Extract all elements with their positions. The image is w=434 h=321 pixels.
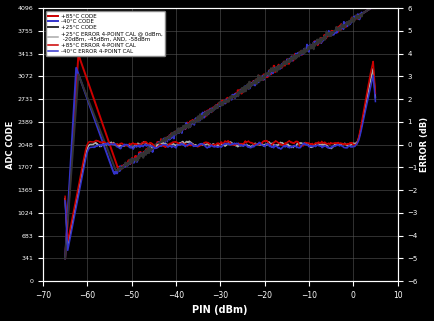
+85°C CODE xyxy=(62,256,68,260)
+25°C ERROR 4-POINT CAL @ 0dBm,
  -20dBm, -45dBm, AND, -58dBm xyxy=(62,197,68,201)
+25°C ERROR 4-POINT CAL @ 0dBm,
  -20dBm, -45dBm, AND, -58dBm xyxy=(266,140,271,144)
+25°C ERROR 4-POINT CAL @ 0dBm,
  -20dBm, -45dBm, AND, -58dBm xyxy=(304,142,309,146)
-40°C CODE xyxy=(342,22,347,25)
+85°C ERROR 4-POINT CAL xyxy=(370,59,375,63)
-40°C ERROR 4-POINT CAL xyxy=(65,248,70,252)
Line: +85°C CODE: +85°C CODE xyxy=(65,8,375,258)
+25°C CODE xyxy=(342,26,347,30)
Line: +85°C ERROR 4-POINT CAL: +85°C ERROR 4-POINT CAL xyxy=(65,61,375,241)
+25°C CODE xyxy=(372,6,377,10)
Line: -40°C ERROR 4-POINT CAL: -40°C ERROR 4-POINT CAL xyxy=(65,75,375,250)
-40°C CODE xyxy=(372,6,377,10)
Line: +25°C ERROR 4-POINT CAL @ 0dBm,
  -20dBm, -45dBm, AND, -58dBm: +25°C ERROR 4-POINT CAL @ 0dBm, -20dBm, … xyxy=(65,68,375,246)
-40°C CODE xyxy=(138,151,143,155)
+85°C ERROR 4-POINT CAL xyxy=(62,195,68,198)
-40°C CODE xyxy=(150,150,155,154)
+85°C CODE xyxy=(372,6,377,10)
-40°C CODE xyxy=(303,46,309,50)
+25°C ERROR 4-POINT CAL @ 0dBm,
  -20dBm, -45dBm, AND, -58dBm xyxy=(372,96,377,100)
+85°C ERROR 4-POINT CAL xyxy=(342,142,347,146)
+25°C ERROR 4-POINT CAL @ 0dBm,
  -20dBm, -45dBm, AND, -58dBm xyxy=(150,145,155,149)
Legend: +85°C CODE, -40°C CODE, +25°C CODE, +25°C ERROR 4-POINT CAL @ 0dBm,
 -20dBm, -45: +85°C CODE, -40°C CODE, +25°C CODE, +25°… xyxy=(46,11,165,56)
-40°C ERROR 4-POINT CAL xyxy=(138,144,144,148)
+85°C CODE xyxy=(368,6,373,10)
-40°C ERROR 4-POINT CAL xyxy=(266,144,271,148)
+85°C ERROR 4-POINT CAL xyxy=(138,142,144,146)
+25°C CODE xyxy=(303,49,309,53)
+25°C ERROR 4-POINT CAL @ 0dBm,
  -20dBm, -45dBm, AND, -58dBm xyxy=(342,142,347,146)
+25°C CODE xyxy=(150,147,155,151)
-40°C ERROR 4-POINT CAL xyxy=(161,143,166,147)
-40°C ERROR 4-POINT CAL xyxy=(342,146,347,150)
+25°C CODE xyxy=(138,152,143,156)
Line: +25°C CODE: +25°C CODE xyxy=(65,8,375,258)
-40°C ERROR 4-POINT CAL xyxy=(150,145,155,149)
Y-axis label: ADC CODE: ADC CODE xyxy=(6,120,14,169)
+85°C ERROR 4-POINT CAL xyxy=(372,91,377,95)
+85°C CODE xyxy=(303,48,309,52)
+25°C ERROR 4-POINT CAL @ 0dBm,
  -20dBm, -45dBm, AND, -58dBm xyxy=(161,142,166,146)
+25°C ERROR 4-POINT CAL @ 0dBm,
  -20dBm, -45dBm, AND, -58dBm xyxy=(138,142,144,146)
+25°C CODE xyxy=(62,256,68,260)
X-axis label: PIN (dBm): PIN (dBm) xyxy=(192,306,247,316)
+85°C ERROR 4-POINT CAL xyxy=(161,144,166,148)
+25°C CODE xyxy=(368,6,373,10)
+85°C ERROR 4-POINT CAL xyxy=(304,141,309,145)
-40°C ERROR 4-POINT CAL xyxy=(62,199,68,203)
+25°C CODE xyxy=(160,139,165,143)
+85°C CODE xyxy=(150,145,155,149)
Line: -40°C CODE: -40°C CODE xyxy=(65,8,375,258)
+25°C CODE xyxy=(266,71,271,75)
-40°C ERROR 4-POINT CAL xyxy=(372,100,377,103)
+85°C CODE xyxy=(160,138,165,142)
-40°C ERROR 4-POINT CAL xyxy=(304,143,309,147)
+85°C ERROR 4-POINT CAL xyxy=(65,239,70,243)
-40°C CODE xyxy=(62,256,68,260)
-40°C CODE xyxy=(266,69,271,73)
+85°C ERROR 4-POINT CAL xyxy=(266,142,271,146)
-40°C ERROR 4-POINT CAL xyxy=(370,74,375,77)
+85°C ERROR 4-POINT CAL xyxy=(150,143,155,147)
-40°C CODE xyxy=(160,142,165,146)
+25°C ERROR 4-POINT CAL @ 0dBm,
  -20dBm, -45dBm, AND, -58dBm xyxy=(370,66,375,70)
-40°C CODE xyxy=(368,6,373,10)
Y-axis label: ERROR (dB): ERROR (dB) xyxy=(420,117,428,172)
+25°C ERROR 4-POINT CAL @ 0dBm,
  -20dBm, -45dBm, AND, -58dBm xyxy=(65,244,70,248)
+85°C CODE xyxy=(342,23,347,27)
+85°C CODE xyxy=(266,71,271,75)
+85°C CODE xyxy=(138,153,143,157)
